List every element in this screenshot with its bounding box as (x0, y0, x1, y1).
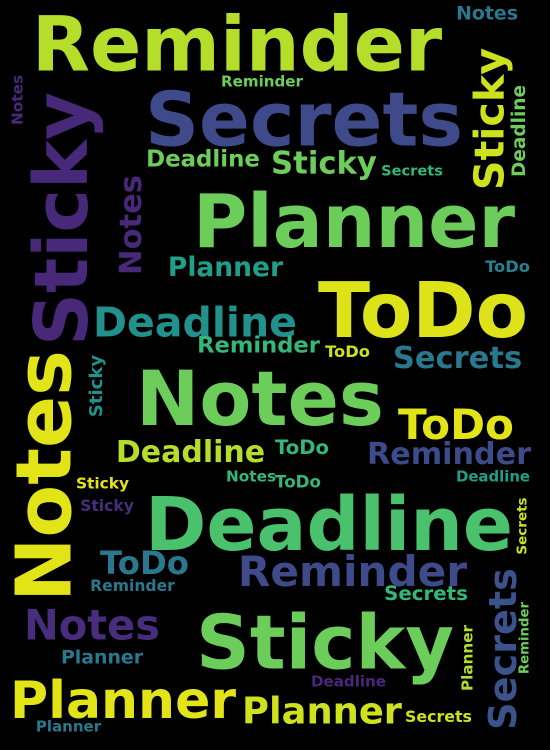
cloud-word-secrets: Secrets (405, 707, 472, 727)
cloud-word-secrets: Secrets (384, 581, 468, 605)
cloud-word-todo: ToDo (275, 471, 321, 492)
cloud-word-notes: Notes (0, 350, 90, 602)
cloud-word-notes: Notes (225, 467, 277, 486)
cloud-word-deadline: Deadline (93, 298, 297, 347)
cloud-word-deadline: Deadline (455, 467, 531, 486)
cloud-word-todo: ToDo (275, 436, 329, 460)
cloud-word-planner: Planner (35, 717, 102, 735)
cloud-word-reminder: Reminder (517, 601, 533, 675)
cloud-word-secrets: Secrets (514, 496, 531, 555)
cloud-word-secrets: Secrets (144, 75, 464, 164)
cloud-word-planner: Planner (193, 178, 515, 265)
cloud-word-deadline: Deadline (508, 84, 530, 178)
cloud-word-planner: Planner (10, 671, 236, 731)
cloud-word-todo: ToDo (317, 265, 529, 355)
cloud-word-todo: ToDo (100, 543, 189, 582)
cloud-word-deadline: Deadline (144, 482, 514, 568)
cloud-word-reminder: Reminder (90, 576, 175, 595)
cloud-word-sticky: Sticky (20, 92, 106, 346)
cloud-word-notes: Notes (113, 175, 149, 275)
cloud-word-deadline: Deadline (310, 671, 387, 690)
cloud-word-todo: ToDo (325, 341, 370, 361)
cloud-word-sticky: Sticky (271, 146, 377, 182)
cloud-word-planner: Planner (60, 646, 144, 669)
cloud-word-notes: Notes (24, 599, 160, 649)
cloud-word-reminder: Reminder (197, 332, 320, 359)
cloud-word-deadline: Deadline (115, 435, 266, 470)
cloud-word-secrets: Secrets (392, 340, 523, 376)
cloud-word-reminder: Reminder (221, 71, 303, 90)
cloud-word-deadline: Deadline (146, 146, 260, 173)
cloud-word-notes: Notes (456, 2, 518, 25)
cloud-word-notes: Notes (136, 355, 384, 444)
cloud-word-todo: ToDo (398, 399, 514, 449)
cloud-word-sticky: Sticky (75, 473, 130, 492)
cloud-word-planner: Planner (167, 251, 284, 283)
cloud-word-sticky: Sticky (86, 354, 107, 418)
cloud-word-planner: Planner (458, 624, 477, 692)
cloud-word-planner: Planner (242, 689, 402, 733)
cloud-word-sticky: Sticky (80, 496, 134, 515)
cloud-word-secrets: Secrets (381, 162, 443, 180)
cloud-word-sticky: Sticky (195, 599, 455, 687)
cloud-word-todo: ToDo (485, 256, 530, 276)
cloud-word-reminder: Reminder (31, 0, 443, 89)
cloud-word-sticky: Sticky (465, 47, 514, 191)
cloud-word-reminder: Reminder (367, 436, 531, 472)
cloud-word-reminder: Reminder (237, 546, 468, 596)
